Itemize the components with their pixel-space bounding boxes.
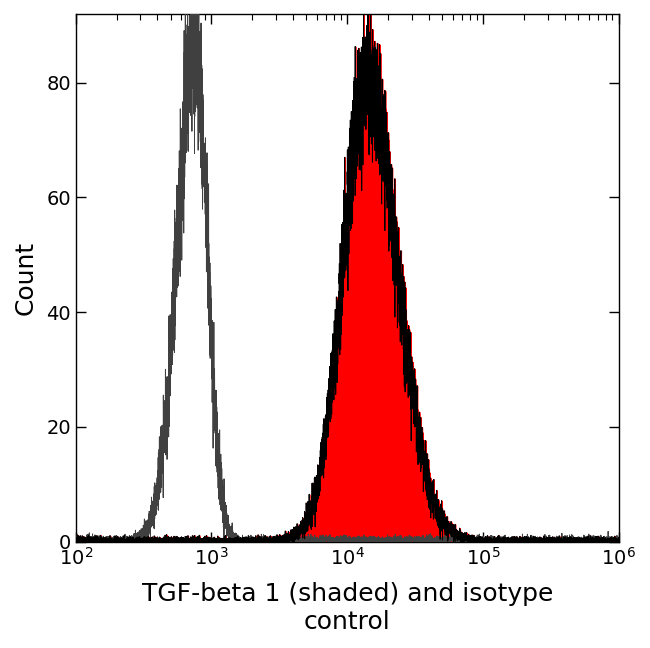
X-axis label: TGF-beta 1 (shaded) and isotype
control: TGF-beta 1 (shaded) and isotype control (142, 583, 553, 634)
Y-axis label: Count: Count (14, 240, 38, 315)
